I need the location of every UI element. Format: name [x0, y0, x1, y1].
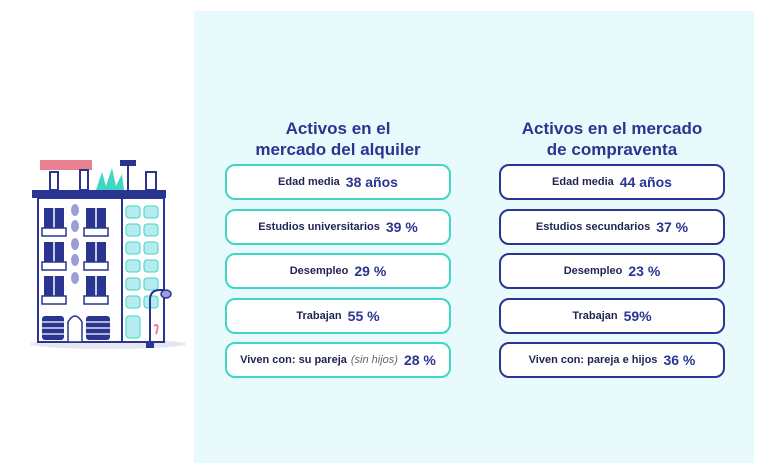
stat-pill-working: Trabajan 55 % — [225, 297, 451, 334]
stat-value: 44 años — [619, 174, 672, 190]
stat-value: 39 % — [385, 218, 418, 235]
stat-value: 36 % — [663, 352, 696, 368]
stat-value: 37 % — [656, 218, 689, 235]
stat-label: Estudios secundarios — [535, 220, 651, 233]
stat-label: Estudios universitarios — [258, 220, 380, 233]
purchase-market-title: Activos en el mercado de compraventa — [499, 118, 725, 162]
rental-market-title: Activos en el mercado del alquiler — [225, 118, 451, 162]
stat-label: Viven con: su pareja — [240, 354, 347, 366]
stat-label: Trabajan — [296, 309, 342, 322]
rental-title-line2: mercado del alquiler — [255, 140, 421, 159]
stat-label: Edad media — [278, 176, 340, 188]
stat-pill-household: Viven con: su pareja (sin hijos) 28 % — [225, 342, 451, 378]
stat-pill-unemployment: Desempleo 23 % — [499, 253, 725, 289]
stat-value: 38 años — [345, 174, 398, 190]
stat-pill-household: Viven con: pareja e hijos 36 % — [499, 342, 725, 378]
stat-value: 55 % — [347, 307, 380, 324]
stat-pill-age: Edad media 44 años — [499, 164, 725, 200]
stat-value: 59% — [623, 307, 652, 324]
apartment-building-icon — [30, 160, 186, 349]
stat-pill-education: Estudios universitarios 39 % — [225, 208, 451, 245]
stat-label: Edad media — [552, 176, 614, 188]
purchase-title-line2: de compraventa — [546, 140, 678, 159]
stat-label: Trabajan — [572, 309, 618, 322]
rental-title-line1: Activos en el — [285, 119, 391, 138]
stat-pill-working: Trabajan 59% — [499, 297, 725, 334]
purchase-market-column: Activos en el mercado de compraventa Eda… — [499, 118, 725, 387]
stat-value: 28 % — [403, 352, 436, 368]
stat-pill-education: Estudios secundarios 37 % — [499, 208, 725, 245]
stat-label: Desempleo — [289, 265, 349, 277]
stat-value: 29 % — [354, 263, 387, 279]
stat-pill-unemployment: Desempleo 29 % — [225, 253, 451, 289]
stat-label: Desempleo — [563, 265, 623, 277]
stat-label: Viven con: pareja e hijos — [528, 354, 658, 366]
stat-note: (sin hijos) — [350, 354, 398, 366]
stat-value: 23 % — [628, 263, 661, 279]
stat-pill-age: Edad media 38 años — [225, 164, 451, 200]
rental-market-column: Activos en el mercado del alquiler Edad … — [225, 118, 451, 387]
purchase-title-line1: Activos en el mercado — [521, 119, 703, 138]
